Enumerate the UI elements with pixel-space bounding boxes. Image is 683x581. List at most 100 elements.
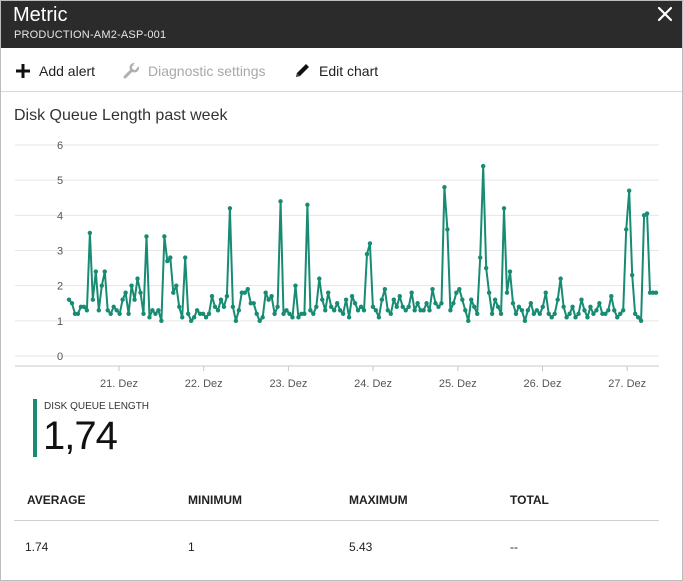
data-point: [165, 258, 170, 264]
stat-value-minimum: 1: [188, 540, 195, 554]
data-point: [486, 290, 492, 295]
data-point: [504, 290, 510, 295]
data-point: [653, 290, 659, 295]
stats-divider: [14, 520, 659, 521]
data-point: [540, 304, 545, 309]
data-point: [180, 315, 185, 320]
data-point: [84, 308, 90, 313]
data-point: [329, 304, 334, 309]
data-point: [522, 318, 528, 324]
stat-header-minimum: MINIMUM: [188, 493, 242, 507]
data-point: [75, 311, 81, 316]
data-point: [209, 294, 215, 299]
y-tick-label: 5: [57, 175, 63, 187]
data-point: [632, 311, 638, 316]
data-point: [582, 308, 587, 313]
add-alert-label: Add alert: [39, 63, 96, 79]
data-point: [618, 311, 623, 316]
data-point: [320, 297, 325, 302]
data-point: [251, 301, 256, 306]
close-icon[interactable]: [654, 3, 676, 25]
data-point: [615, 315, 620, 320]
data-point: [183, 255, 188, 260]
data-point: [567, 311, 572, 316]
edit-chart-button[interactable]: Edit chart: [293, 62, 378, 80]
data-point: [570, 304, 575, 309]
data-point: [263, 290, 268, 295]
data-point: [200, 311, 206, 316]
data-point: [480, 163, 486, 169]
data-point: [284, 308, 289, 313]
data-point: [403, 308, 408, 313]
x-tick-label: 24. Dez: [354, 378, 392, 390]
y-tick-label: 4: [57, 210, 63, 222]
data-point: [337, 308, 343, 313]
data-point: [573, 315, 578, 320]
data-point: [477, 255, 483, 260]
data-point: [257, 318, 262, 324]
y-tick-label: 2: [57, 281, 63, 293]
data-point: [483, 265, 489, 271]
data-point: [123, 290, 128, 295]
stat-value-maximum: 5.43: [349, 540, 373, 554]
data-point: [69, 301, 75, 306]
data-point: [430, 286, 435, 292]
data-point: [558, 276, 563, 281]
metric-color-bar: [33, 399, 37, 457]
y-tick-label: 6: [57, 140, 63, 152]
data-point: [373, 308, 379, 313]
data-point: [105, 308, 110, 313]
data-point: [489, 311, 495, 316]
data-point: [466, 318, 471, 324]
data-point: [218, 297, 224, 302]
data-point: [629, 272, 635, 278]
data-point: [510, 301, 516, 306]
data-point: [293, 283, 298, 288]
data-point: [382, 286, 388, 292]
data-point: [358, 304, 364, 309]
x-tick-label: 25. Dez: [439, 378, 477, 390]
x-tick-label: 26. Dez: [524, 378, 562, 390]
data-point: [609, 294, 614, 299]
x-tick-label: 23. Dez: [269, 378, 307, 390]
data-point: [415, 301, 420, 306]
data-point: [460, 297, 465, 302]
wrench-icon: [123, 62, 140, 79]
data-point: [135, 276, 140, 281]
diagnostic-settings-button[interactable]: Diagnostic settings: [122, 62, 266, 80]
y-tick-label: 0: [57, 351, 63, 363]
command-bar: Add alert Diagnostic settings Edit chart: [1, 49, 682, 92]
data-point: [343, 297, 349, 302]
disk-queue-line-chart[interactable]: 0 1 2 3 4 5 6 21. Dez 22. Dez 23. Dez 24. Dez 25. D…: [1, 131, 682, 401]
data-point: [376, 315, 382, 320]
data-point: [296, 315, 301, 320]
blade-header: Metric PRODUCTION-AM2-ASP-001: [1, 1, 682, 48]
data-point: [174, 283, 179, 288]
data-point: [191, 315, 197, 320]
data-point: [436, 304, 441, 309]
data-point: [612, 308, 617, 313]
add-alert-button[interactable]: Add alert: [15, 62, 95, 80]
data-point: [561, 304, 566, 309]
data-point: [102, 269, 107, 274]
data-point: [635, 315, 641, 320]
data-point: [236, 308, 242, 313]
data-point: [579, 297, 584, 302]
data-point: [531, 311, 537, 316]
data-point: [644, 211, 650, 216]
data-point: [188, 318, 194, 324]
data-point: [379, 297, 385, 302]
data-point: [144, 234, 149, 239]
data-point: [391, 297, 396, 302]
data-point: [352, 301, 358, 306]
data-point: [457, 286, 462, 292]
data-point: [638, 318, 644, 324]
data-point: [388, 311, 394, 316]
data-point: [120, 297, 125, 302]
data-point: [132, 297, 137, 302]
data-point: [227, 206, 233, 211]
data-point: [126, 311, 131, 316]
diagnostic-settings-label: Diagnostic settings: [148, 63, 266, 79]
data-point: [385, 308, 391, 313]
data-point: [168, 255, 173, 260]
